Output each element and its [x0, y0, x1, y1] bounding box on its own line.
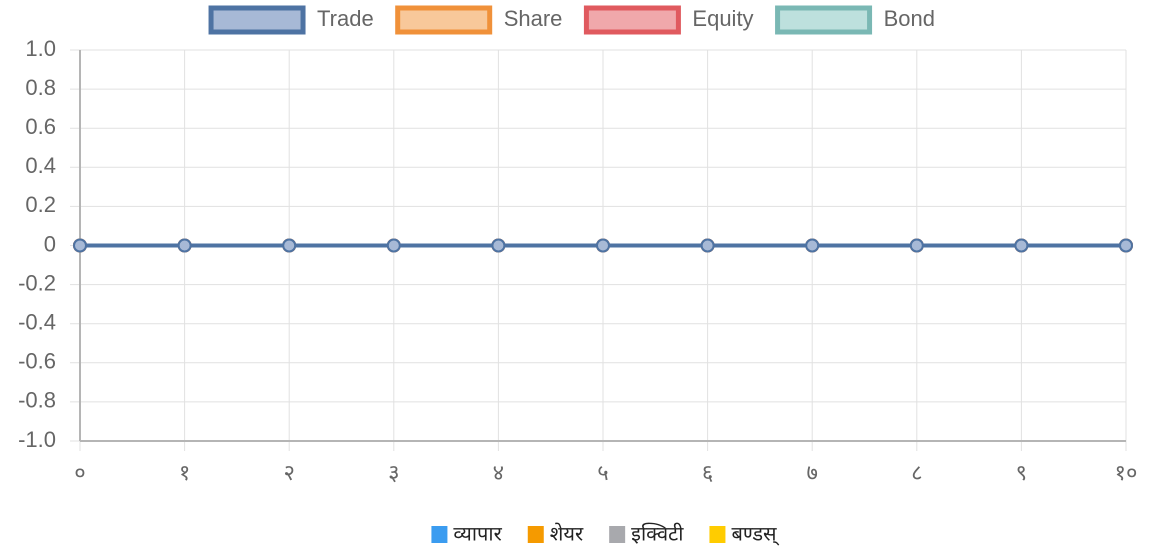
- data-point: [491, 238, 506, 253]
- legend-swatch: [609, 526, 626, 543]
- x-tick-label: ६: [702, 460, 713, 485]
- y-tick-label: 0.6: [25, 114, 56, 139]
- x-tick-label: ५: [597, 460, 608, 485]
- x-tick-label: २: [283, 460, 294, 485]
- legend-swatch: [431, 526, 448, 543]
- x-tick-label: १०: [1115, 460, 1138, 485]
- x-tick-label: ७: [806, 460, 817, 485]
- x-tick-label: ४: [493, 460, 504, 485]
- legend-swatch: [775, 5, 873, 35]
- y-tick-label: -0.2: [18, 270, 56, 295]
- data-point: [1014, 238, 1029, 253]
- legend-label: इक्विटी: [631, 522, 684, 545]
- y-tick-label: 0.8: [25, 75, 56, 100]
- legend-swatch: [527, 526, 544, 543]
- legend-label: व्यापार: [453, 523, 502, 545]
- x-tick-label: ९: [1016, 460, 1027, 485]
- y-tick-label: -1.0: [18, 427, 56, 452]
- y-tick-label: 0: [44, 231, 56, 256]
- data-point: [1119, 238, 1133, 253]
- legend-label: Bond: [884, 6, 935, 31]
- y-tick-label: 0.2: [25, 192, 56, 217]
- x-tick-label: ३: [388, 460, 399, 485]
- legend-swatch: [395, 5, 493, 35]
- legend-label: बण्डस्: [731, 523, 779, 546]
- legend-swatch: [208, 5, 306, 35]
- legend-label: Trade: [317, 6, 374, 31]
- y-tick-label: 1.0: [25, 36, 56, 61]
- x-tick-label: ०: [74, 460, 85, 485]
- y-tick-label: -0.4: [18, 310, 56, 335]
- data-point: [386, 238, 401, 253]
- data-point: [282, 238, 297, 253]
- legend: Trade Share Equity Bond: [208, 5, 935, 35]
- data-point: [805, 238, 820, 253]
- data-point: [909, 238, 924, 253]
- data-point: [596, 238, 610, 253]
- data-point: [73, 238, 87, 253]
- legend-label: Equity: [692, 6, 753, 31]
- data-point: [177, 238, 192, 253]
- secondary-legend: व्यापार शेयर इक्विटी बण्डस्: [431, 522, 780, 546]
- x-tick-label: ८: [911, 460, 922, 485]
- legend-swatch: [709, 526, 726, 543]
- y-tick-label: -0.6: [18, 349, 56, 374]
- legend-label: Share: [504, 6, 563, 31]
- x-tick-label: १: [179, 460, 190, 485]
- y-tick-label: 0.4: [25, 153, 56, 178]
- y-tick-label: -0.8: [18, 388, 56, 413]
- legend-label: शेयर: [550, 522, 584, 545]
- legend-swatch: [583, 5, 681, 35]
- data-point: [700, 238, 715, 253]
